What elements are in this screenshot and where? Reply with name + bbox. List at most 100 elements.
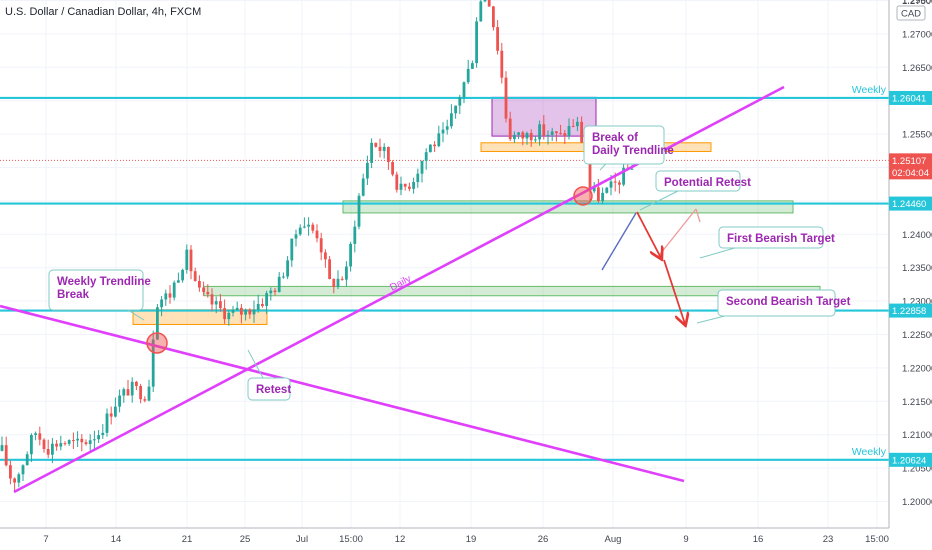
candle-down — [387, 146, 390, 163]
candle-up — [286, 260, 289, 277]
candle-up — [424, 152, 428, 161]
candle-down — [618, 182, 621, 185]
candle-up — [160, 299, 163, 308]
price-tick-label: 1.27500 — [902, 0, 932, 7]
candle-up — [525, 132, 529, 139]
candle-down — [38, 433, 42, 440]
callout-weekly-trendline-break-box — [48, 269, 144, 311]
callout-second-bearish-target-box — [717, 289, 836, 317]
callout-break-daily-trendline-label: Daily Trendline — [592, 145, 674, 157]
price-tick-label: 1.27000 — [902, 29, 932, 40]
candle-up — [51, 443, 54, 455]
candle-up — [345, 266, 348, 280]
candle-down — [240, 307, 243, 315]
candle-up — [269, 290, 273, 294]
candle-up — [0, 445, 4, 451]
weekly-level-label: Weekly — [852, 84, 887, 96]
callout-second-bearish-target-label: Second Bearish Target — [726, 296, 851, 308]
candle-up — [609, 181, 613, 188]
candle-down — [597, 187, 600, 202]
candle-up — [441, 129, 445, 134]
candle-up — [483, 0, 487, 2]
candle-up — [576, 121, 579, 127]
callout-potential-retest-box — [655, 170, 741, 192]
candle-up — [30, 435, 33, 455]
candle-down — [529, 132, 533, 141]
candle-up — [181, 269, 184, 281]
candle-up — [353, 226, 357, 244]
price-tick-label: 1.22500 — [902, 330, 932, 341]
candle-up — [252, 309, 256, 315]
currency-badge-label: CAD — [901, 9, 921, 20]
candle-up — [256, 304, 260, 310]
time-tick-label: 9 — [683, 534, 688, 545]
candle-up — [277, 276, 281, 293]
candle-down — [273, 290, 277, 293]
level-price-badge-label: 1.26041 — [892, 93, 926, 104]
candle-up — [25, 454, 29, 466]
callout-potential-retest-label: Potential Retest — [664, 177, 751, 189]
candle-down — [328, 259, 331, 280]
candle-down — [504, 77, 508, 119]
channel-line — [601, 212, 637, 271]
candle-up — [307, 224, 310, 227]
time-tick-label: 15:00 — [339, 534, 363, 545]
candle-up — [538, 124, 541, 140]
candle-up — [445, 126, 449, 130]
candle-up — [550, 131, 554, 136]
candle-down — [500, 50, 504, 78]
daily-break-circle — [573, 186, 593, 206]
candle-up — [101, 432, 105, 436]
level-price-badge-label: 1.20624 — [892, 455, 926, 466]
candle-up — [303, 226, 306, 228]
candle-down — [496, 27, 499, 51]
candle-down — [492, 6, 495, 28]
time-axis[interactable] — [0, 528, 932, 550]
candle-up — [429, 144, 432, 153]
candle-down — [223, 308, 226, 320]
candle-down — [613, 181, 617, 183]
candle-down — [109, 413, 113, 417]
candle-up — [231, 310, 235, 313]
candle-down — [563, 133, 567, 137]
candle-down — [63, 443, 67, 445]
candle-down — [72, 440, 75, 442]
candle-down — [378, 146, 382, 151]
arrow-to-second-target — [663, 259, 685, 324]
candle-up — [546, 135, 550, 137]
candle-up — [17, 474, 21, 483]
currency-badge[interactable]: CAD — [896, 5, 926, 21]
candle-down — [84, 442, 88, 445]
current-price-label: 1.25107 — [892, 156, 926, 167]
candle-up — [517, 132, 520, 135]
candle-down — [403, 183, 407, 187]
candle-up — [97, 435, 100, 440]
candle-up — [105, 413, 109, 433]
price-tick-label: 1.21500 — [902, 397, 932, 408]
candle-down — [508, 118, 512, 140]
candle-up — [265, 293, 268, 307]
candle-up — [534, 139, 537, 141]
candle-up — [298, 227, 302, 235]
candle-up — [416, 173, 420, 183]
candle-down — [542, 124, 546, 136]
candle-up — [21, 465, 25, 475]
price-tick-label: 1.20500 — [902, 464, 932, 475]
candle-down — [588, 161, 592, 192]
time-tick-label: 23 — [823, 534, 834, 545]
candle-down — [202, 287, 205, 292]
candle-up — [93, 439, 96, 441]
candle-up — [357, 195, 361, 227]
projection-line-tail — [695, 208, 701, 223]
candle-up — [471, 63, 474, 69]
candle-down — [315, 230, 319, 239]
candle-down — [46, 449, 50, 455]
level-price-badge — [889, 452, 932, 467]
candle-up — [366, 162, 369, 179]
candle-down — [168, 293, 172, 298]
level-price-badge — [889, 303, 932, 318]
time-tick-label: 26 — [538, 534, 549, 545]
candle-up — [177, 280, 180, 283]
current-price-badge — [889, 153, 932, 180]
